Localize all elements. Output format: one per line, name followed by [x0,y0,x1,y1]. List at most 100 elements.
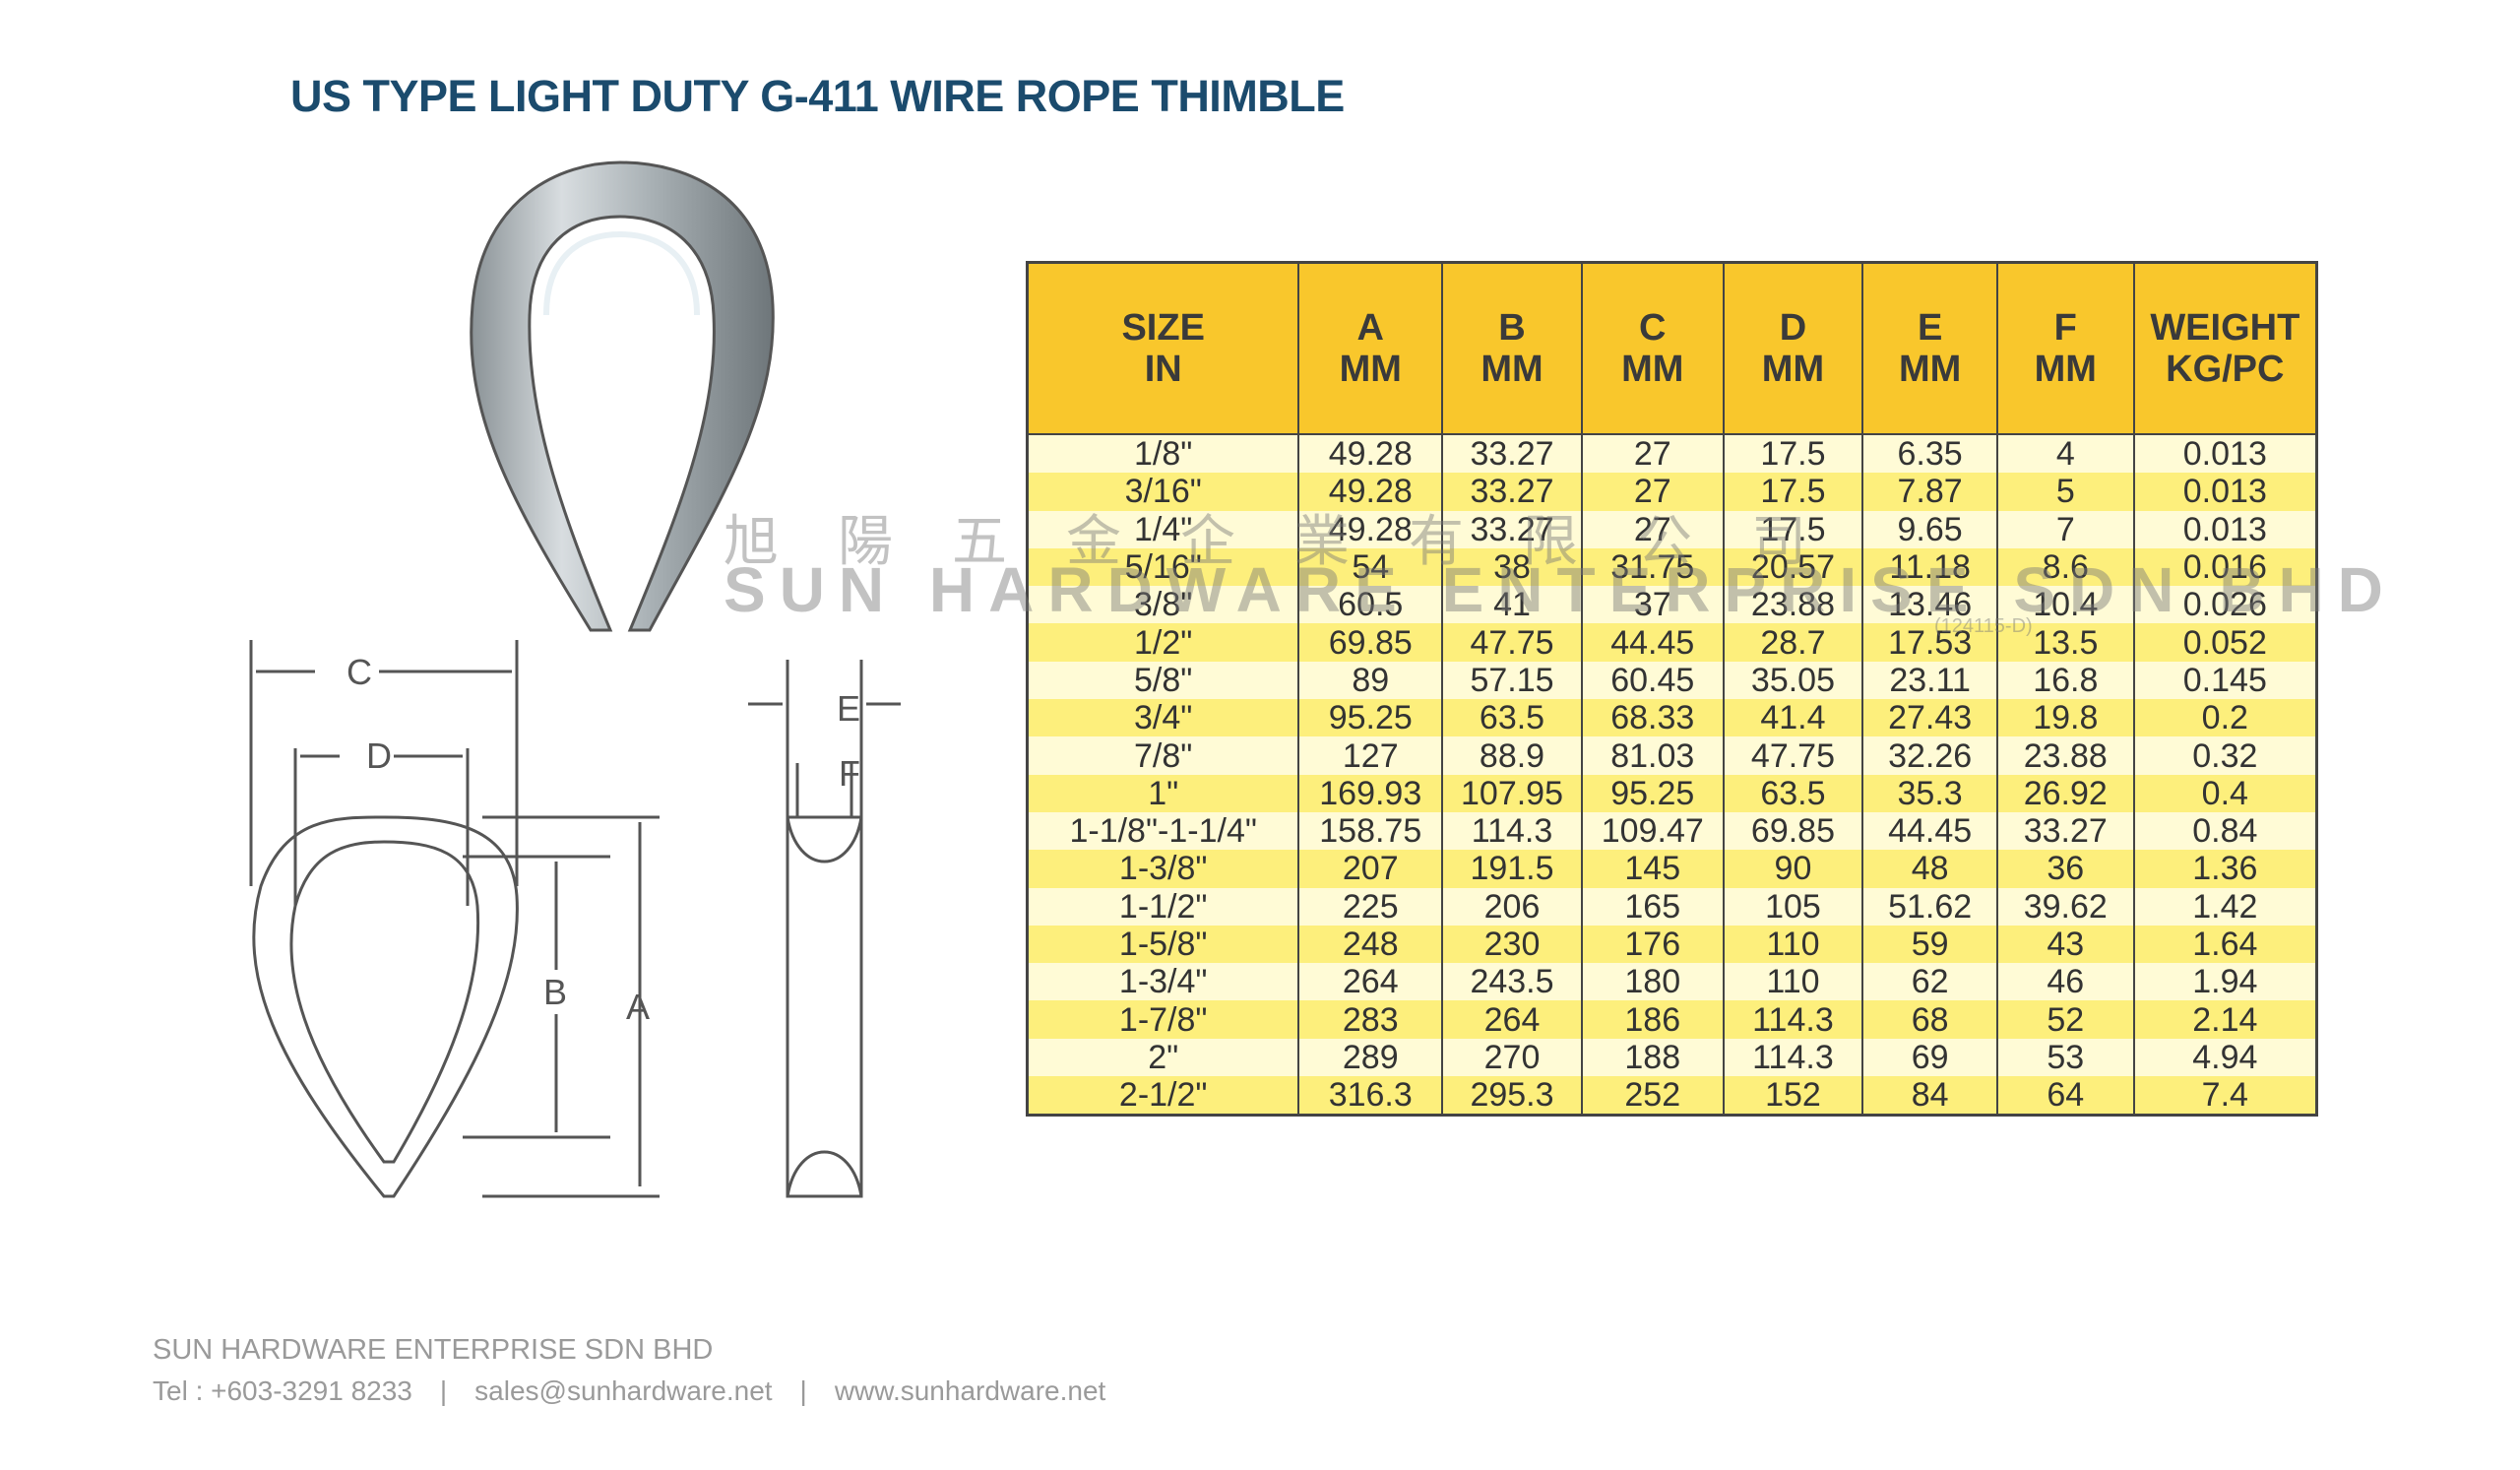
dimension-diagram: C D B A E F [249,640,901,1198]
table-cell: 90 [1723,850,1864,888]
label-d: D [366,735,392,776]
table-cell: 95.25 [1298,699,1444,737]
table-cell: 33.27 [1442,434,1583,474]
column-header-line: B [1498,307,1526,349]
footer-email[interactable]: sales@sunhardware.net [474,1375,773,1406]
table-cell: 1-1/2" [1027,887,1300,926]
table-row: 1-1/2" 225 206 165 105 51.62 39.62 1.42 [1027,887,2318,926]
table-cell: 49.28 [1298,510,1444,548]
footer-separator: | [799,1375,807,1406]
table-cell: 69 [1862,1038,1998,1077]
table-cell: 57.15 [1442,661,1583,700]
table-cell: 207 [1298,850,1444,888]
table-cell: 48 [1862,850,1998,888]
table-cell: 114.3 [1442,811,1583,851]
table-cell: 264 [1442,1000,1583,1039]
table-cell: 27 [1581,510,1725,548]
table-cell: 107.95 [1442,774,1583,812]
table-cell: 23.88 [1996,736,2135,775]
table-cell: 0.013 [2133,510,2318,548]
table-cell: 165 [1581,887,1725,926]
table-cell: 49.28 [1298,434,1444,474]
table-cell: 152 [1723,1076,1864,1116]
table-cell: 252 [1581,1076,1725,1116]
table-cell: 88.9 [1442,736,1583,775]
table-cell: 7.4 [2133,1076,2318,1116]
table-cell: 0.4 [2133,774,2318,812]
table-cell: 9.65 [1862,510,1998,548]
table-cell: 127 [1298,736,1444,775]
column-header-line: MM [1898,349,1962,390]
table-cell: 39.62 [1996,887,2135,926]
table-cell: 68.33 [1581,699,1725,737]
table-cell: 26.92 [1996,774,2135,812]
footer-website[interactable]: www.sunhardware.net [834,1375,1106,1406]
column-header: SIZE IN [1027,262,1300,435]
table-cell: 53 [1996,1038,2135,1077]
table-cell: 19.8 [1996,699,2135,737]
label-c: C [346,652,372,692]
table-cell: 0.145 [2133,661,2318,700]
table-cell: 1-3/8" [1027,850,1300,888]
table-cell: 2.14 [2133,1000,2318,1039]
table-cell: 230 [1442,925,1583,964]
table-cell: 47.75 [1723,736,1864,775]
table-cell: 243.5 [1442,963,1583,1001]
table-row: 1-7/8" 283 264 186 114.3 68 52 2.14 [1027,1000,2318,1039]
table-cell: 145 [1581,850,1725,888]
column-header-line: A [1356,307,1384,349]
column-header: E MM [1862,262,1998,435]
label-a: A [626,987,650,1027]
table-cell: 63.5 [1442,699,1583,737]
table-cell: 62 [1862,963,1998,1001]
table-cell: 64 [1996,1076,2135,1116]
label-f: F [839,753,860,794]
table-cell: 188 [1581,1038,1725,1077]
table-row: 1/4" 49.28 33.27 27 17.5 9.65 7 0.013 [1027,510,2318,548]
table-cell: 5/8" [1027,661,1300,700]
table-cell: 20.57 [1723,547,1864,587]
table-cell: 169.93 [1298,774,1444,812]
table-cell: 23.88 [1723,586,1864,624]
column-header-line: MM [1480,349,1544,390]
table-cell: 51.62 [1862,887,1998,926]
footer-separator: | [439,1375,448,1406]
table-cell: 69.85 [1723,811,1864,851]
table-row: 7/8" 127 88.9 81.03 47.75 32.26 23.88 0.32 [1027,736,2318,775]
table-cell: 23.11 [1862,661,1998,700]
table-cell: 44.45 [1862,811,1998,851]
table-cell: 16.8 [1996,661,2135,700]
table-cell: 4.94 [2133,1038,2318,1077]
table-cell: 7 [1996,510,2135,548]
table-row: 2-1/2" 316.3 295.3 252 152 84 64 7.4 [1027,1076,2318,1116]
table-cell: 31.75 [1581,547,1725,587]
thimble-photo [470,160,775,632]
table-cell: 248 [1298,925,1444,964]
table-cell: 49.28 [1298,473,1444,511]
table-cell: 95.25 [1581,774,1725,812]
table-cell: 158.75 [1298,811,1444,851]
table-cell: 8.6 [1996,547,2135,587]
table-cell: 60.5 [1298,586,1444,624]
page-title: US TYPE LIGHT DUTY G-411 WIRE ROPE THIMB… [290,71,1345,121]
table-cell: 10.4 [1996,586,2135,624]
column-header-line: MM [2034,349,2097,390]
table-cell: 109.47 [1581,811,1725,851]
table-cell: 59 [1862,925,1998,964]
table-row: 2" 289 270 188 114.3 69 53 4.94 [1027,1038,2318,1077]
column-header: C MM [1581,262,1725,435]
table-row: 1/2" 69.85 47.75 44.45 28.7 17.53 13.5 0.052 [1027,623,2318,662]
table-cell: 289 [1298,1038,1444,1077]
column-header-line: E [1917,307,1943,349]
table-cell: 36 [1996,850,2135,888]
table-cell: 0.013 [2133,434,2318,474]
table-cell: 35.05 [1723,661,1864,700]
table-cell: 295.3 [1442,1076,1583,1116]
table-row: 5/16" 54 38 31.75 20.57 11.18 8.6 0.016 [1027,547,2318,587]
table-cell: 1.36 [2133,850,2318,888]
column-header: D MM [1723,262,1864,435]
table-cell: 225 [1298,887,1444,926]
table-cell: 28.7 [1723,623,1864,662]
footer-tel: Tel : +603-3291 8233 [153,1375,412,1406]
table-cell: 105 [1723,887,1864,926]
